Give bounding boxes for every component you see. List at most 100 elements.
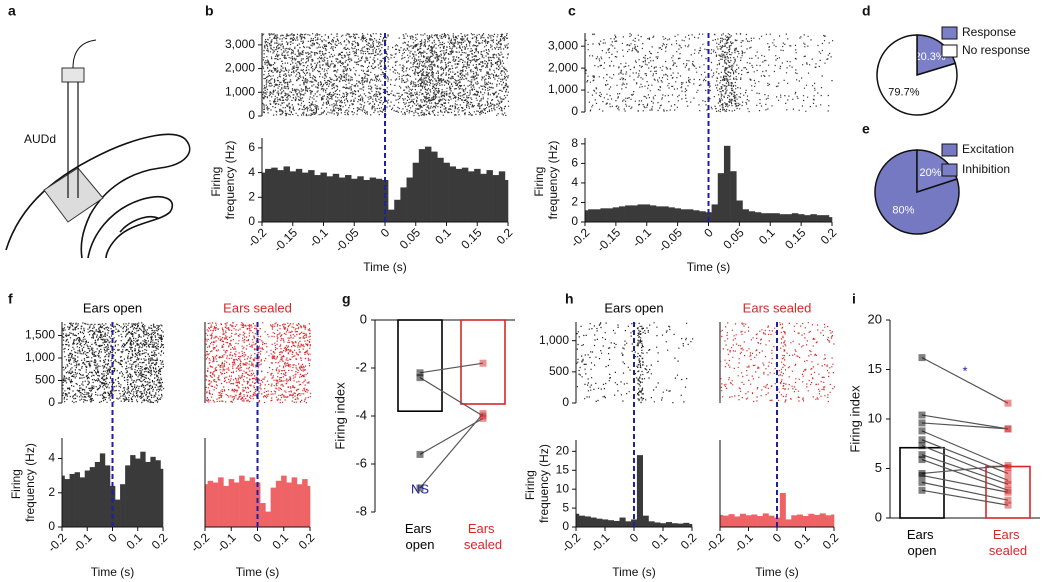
point [416, 450, 424, 458]
raster-dots [437, 33, 445, 116]
y-tick-label: 2 [248, 189, 255, 203]
raster-dots [755, 35, 763, 112]
pair-line [419, 413, 484, 489]
raster-dots [631, 37, 639, 102]
histogram-bar [745, 515, 752, 527]
histogram-bar [649, 205, 657, 222]
y-tick-label: 1,000 [548, 82, 578, 96]
raster-dots [590, 325, 598, 402]
x-tick-label: 0.1 [123, 530, 145, 552]
histogram-bar [64, 479, 70, 527]
raster-dots [291, 323, 299, 403]
raster-dots [455, 33, 463, 116]
histogram-bar [576, 513, 580, 527]
audd-region [43, 167, 104, 223]
raster-dots [233, 324, 241, 400]
raster-dots [608, 329, 615, 382]
histogram-bar [711, 204, 719, 222]
raster-dots [271, 33, 279, 116]
x-tick-label: Ears open [405, 521, 435, 552]
histogram-bar [455, 168, 463, 222]
histogram-bar [283, 166, 290, 222]
y-tick-label: 0 [562, 395, 569, 409]
x-tick-label: 0 [105, 530, 120, 545]
raster-dots [62, 324, 66, 403]
x-tick-label: 0.1 [791, 530, 813, 552]
raster-dots [728, 329, 736, 398]
x-tick-label: -0.05 [656, 225, 685, 254]
raster-dots [699, 33, 707, 106]
x-tick-label: 0 [378, 225, 393, 240]
x-tick-label: 0.2 [820, 530, 842, 552]
histogram-bar [271, 167, 278, 222]
legend-swatch [941, 143, 958, 157]
raster-dots [672, 333, 679, 404]
raster-dots [636, 322, 644, 404]
raster-dots [749, 37, 756, 91]
histogram-bar [668, 207, 675, 222]
x-tick-label: 0.2 [149, 530, 171, 552]
raster-dots [763, 325, 770, 396]
histogram-bar [74, 472, 80, 527]
raster-dots [412, 33, 420, 117]
y-tick-label: 1,000 [539, 333, 569, 347]
raster-dots [791, 323, 798, 393]
raster-dots [105, 323, 112, 403]
probe-head [61, 67, 85, 83]
point [1004, 476, 1012, 484]
y-tick-label: 1,500 [25, 328, 55, 342]
raster-dots [740, 322, 747, 399]
raster-dots [212, 322, 220, 403]
histogram-bar [596, 518, 603, 527]
y-tick-label: 2,000 [225, 61, 255, 75]
histogram-bar [115, 499, 121, 527]
raster-dots [265, 33, 273, 114]
histogram-bar [332, 173, 340, 222]
raster-dots [357, 33, 365, 112]
legend-label: Excitation [962, 142, 1014, 156]
raster-dots [607, 38, 614, 108]
x-tick-label: 0.1 [649, 530, 671, 552]
raster-dots [637, 34, 645, 112]
histogram-bar [295, 168, 303, 222]
bar [397, 319, 443, 412]
histogram-bar [104, 465, 111, 527]
raster-dots [678, 338, 684, 396]
y-axis-label: Firing frequency (Hz) [523, 444, 551, 523]
raster-dots [406, 35, 414, 114]
raster-dots [736, 33, 744, 110]
raster-dots [302, 324, 309, 404]
raster-dots [690, 338, 694, 343]
point [416, 369, 424, 377]
raster-dots [498, 33, 506, 116]
x-tick-label: 0.1 [756, 225, 778, 247]
histogram-bar [728, 514, 735, 527]
histogram-bar [825, 515, 832, 527]
x-tick-label: -0.15 [594, 225, 623, 254]
point [479, 410, 487, 418]
raster-dots [620, 330, 626, 402]
point [1004, 501, 1012, 509]
histogram-bar [607, 520, 614, 527]
histogram-bar [254, 482, 261, 527]
pair-line [921, 439, 1009, 475]
histogram-bar [357, 176, 364, 222]
x-tick-label: -0.1 [70, 530, 95, 555]
panel-letter: a [8, 3, 16, 19]
raster-dots [505, 33, 510, 116]
raster-dots [730, 33, 738, 112]
raster-dots [449, 33, 457, 116]
histogram-bar [767, 213, 774, 222]
raster-dots [625, 33, 633, 110]
raster-dots [810, 39, 817, 107]
histogram-bar [636, 455, 643, 527]
point [416, 374, 424, 382]
raster-dots [649, 322, 655, 403]
histogram-bar [480, 173, 487, 222]
raster-dots [600, 39, 608, 112]
histogram-bar [492, 175, 500, 222]
y-tick-label: 4 [571, 175, 578, 189]
panel-letter: d [862, 3, 871, 19]
histogram-bar [498, 171, 506, 222]
